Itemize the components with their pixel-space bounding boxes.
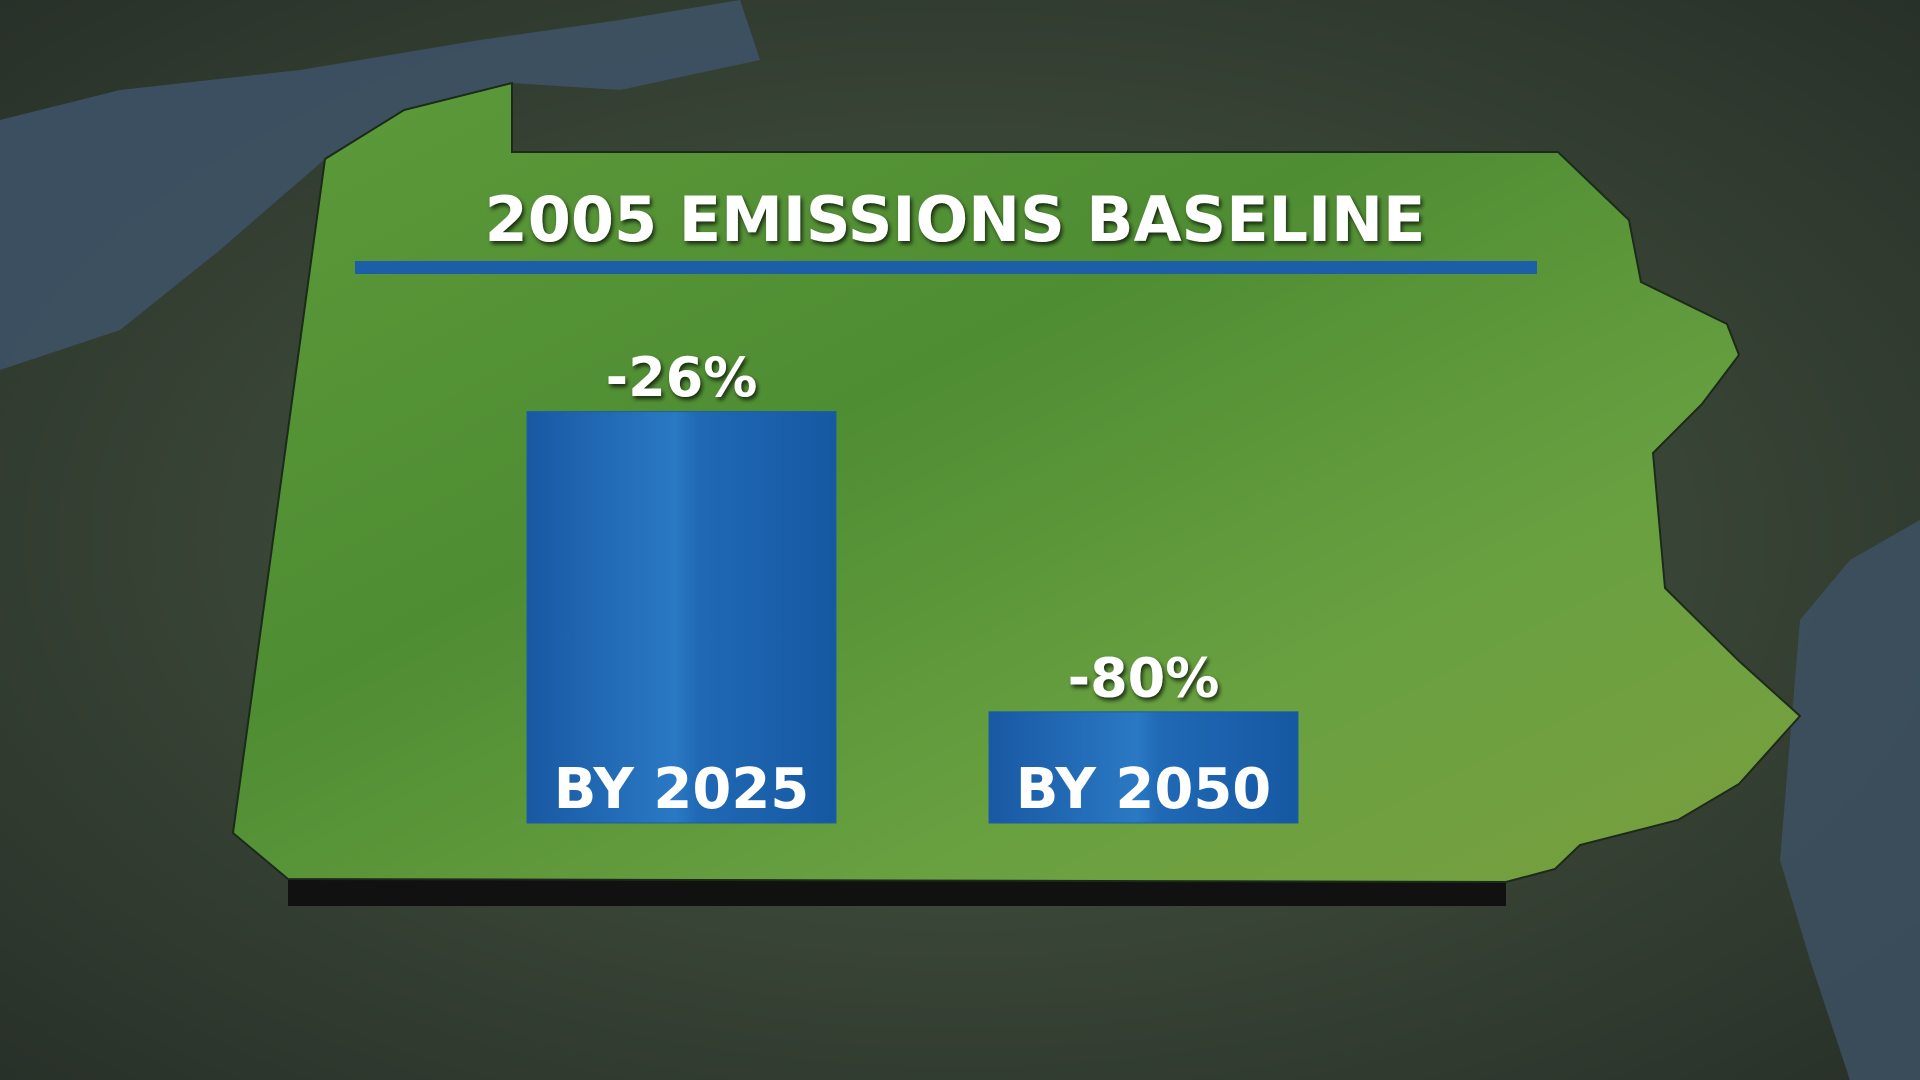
ocean — [1780, 520, 1920, 1080]
lake-erie — [0, 0, 760, 370]
bar — [526, 411, 837, 824]
category-label: BY 2050 — [1016, 757, 1272, 822]
value-label: -80% — [1068, 646, 1220, 709]
bar — [988, 711, 1299, 824]
value-label: -26% — [606, 346, 758, 409]
baseline-rule — [355, 261, 1537, 274]
chart-title: 2005 EMISSIONS BASELINE — [485, 183, 1426, 256]
category-label: BY 2025 — [554, 757, 810, 822]
state-shadow — [288, 878, 1506, 906]
